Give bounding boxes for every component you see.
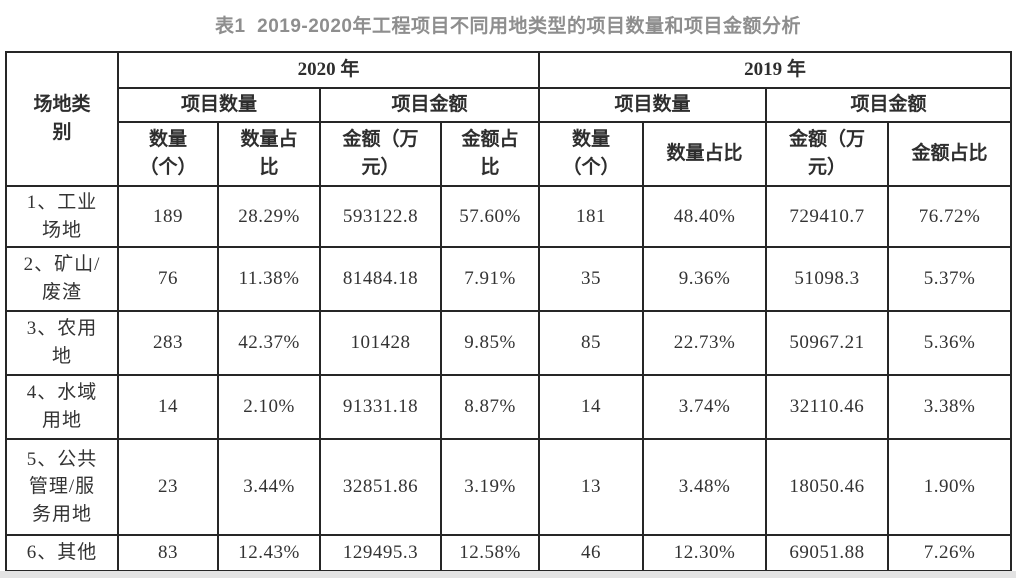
table-row: 3、农用 地 283 42.37% 101428 9.85% 85 22.73%… — [5, 310, 1013, 376]
cell-value: 12.30% — [642, 534, 768, 572]
cell-value: 2.10% — [217, 374, 321, 440]
cell-value: 3.19% — [439, 438, 541, 536]
cell-value: 14 — [538, 374, 645, 440]
cell-value: 85 — [538, 310, 645, 376]
header-2020-project-count-group: 项目数量 — [117, 87, 321, 123]
row-label-industrial: 1、工业 场地 — [5, 185, 119, 248]
row-label-agricultural: 3、农用 地 — [5, 310, 119, 376]
header-year-2019: 2019 年 — [538, 51, 1013, 89]
cell-value: 28.29% — [217, 185, 321, 248]
cell-value: 91331.18 — [319, 374, 442, 440]
cell-value: 3.74% — [642, 374, 768, 440]
header-2019-project-count-group: 项目数量 — [538, 87, 768, 123]
land-use-analysis-table: 场地类 别 2020 年 2019 年 项目数量 项目金额 项目数量 项目金额 … — [5, 51, 1013, 572]
cell-value: 283 — [117, 310, 219, 376]
cell-value: 3.48% — [642, 438, 768, 536]
cell-value: 76 — [117, 246, 219, 312]
cell-value: 14 — [117, 374, 219, 440]
header-2019-amount: 金额（万 元） — [765, 121, 890, 187]
cell-value: 57.60% — [439, 185, 541, 248]
row-label-water: 4、水域 用地 — [5, 374, 119, 440]
cell-value: 76.72% — [887, 185, 1013, 248]
cell-value: 3.44% — [217, 438, 321, 536]
header-2020-count: 数量 （个） — [117, 121, 219, 187]
cell-value: 5.37% — [887, 246, 1013, 312]
cell-value: 32110.46 — [765, 374, 890, 440]
header-year-2020: 2020 年 — [116, 51, 541, 89]
header-2020-amount: 金额（万 元） — [319, 121, 442, 187]
cell-value: 18050.46 — [765, 438, 890, 536]
table-row: 1、工业 场地 189 28.29% 593122.8 57.60% 181 4… — [5, 185, 1013, 248]
cell-value: 48.40% — [642, 185, 768, 248]
cell-value: 101428 — [319, 310, 442, 376]
cell-value: 50967.21 — [765, 310, 890, 376]
cell-value: 12.43% — [217, 534, 321, 572]
table-row: 2、矿山/ 废渣 76 11.38% 81484.18 7.91% 35 9.3… — [5, 246, 1013, 312]
table-row: 4、水域 用地 14 2.10% 91331.18 8.87% 14 3.74%… — [5, 374, 1013, 440]
cell-value: 189 — [117, 185, 219, 248]
cell-value: 13 — [538, 438, 645, 536]
header-2019-count-pct: 数量占比 — [642, 121, 768, 187]
cell-value: 3.38% — [887, 374, 1013, 440]
window-bottom-edge — [0, 571, 1016, 578]
cell-value: 42.37% — [217, 310, 321, 376]
cell-value: 51098.3 — [765, 246, 890, 312]
cell-value: 9.36% — [642, 246, 768, 312]
cell-value: 11.38% — [217, 246, 321, 312]
cell-value: 81484.18 — [319, 246, 442, 312]
header-2019-project-amount-group: 项目金额 — [765, 87, 1013, 123]
cell-value: 181 — [538, 185, 645, 248]
cell-value: 32851.86 — [319, 438, 442, 536]
header-2019-amount-pct: 金额占比 — [887, 121, 1013, 187]
header-2019-count: 数量 （个） — [538, 121, 645, 187]
cell-value: 83 — [117, 534, 219, 572]
header-2020-amount-pct: 金额占 比 — [439, 121, 541, 187]
cell-value: 5.36% — [887, 310, 1013, 376]
cell-value: 46 — [538, 534, 645, 572]
cell-value: 8.87% — [439, 374, 541, 440]
cell-value: 7.91% — [439, 246, 541, 312]
cell-value: 1.90% — [887, 438, 1013, 536]
cell-value: 729410.7 — [765, 185, 890, 248]
row-label-mine-waste: 2、矿山/ 废渣 — [5, 246, 119, 312]
cell-value: 12.58% — [439, 534, 541, 572]
table-row: 6、其他 83 12.43% 129495.3 12.58% 46 12.30%… — [5, 534, 1013, 572]
header-2020-count-pct: 数量占 比 — [217, 121, 321, 187]
table-row: 5、公共 管理/服 务用地 23 3.44% 32851.86 3.19% 13… — [5, 438, 1013, 536]
cell-value: 129495.3 — [319, 534, 442, 572]
cell-value: 35 — [538, 246, 645, 312]
row-label-other: 6、其他 — [5, 534, 119, 572]
cell-value: 9.85% — [439, 310, 541, 376]
cell-value: 22.73% — [642, 310, 768, 376]
row-label-public-service: 5、公共 管理/服 务用地 — [5, 438, 119, 536]
header-2020-project-amount-group: 项目金额 — [318, 87, 541, 123]
table-title: 表1 2019-2020年工程项目不同用地类型的项目数量和项目金额分析 — [215, 16, 801, 37]
cell-value: 593122.8 — [319, 185, 442, 248]
header-site-category: 场地类 别 — [5, 51, 119, 187]
cell-value: 7.26% — [887, 534, 1013, 572]
cell-value: 23 — [117, 438, 219, 536]
cell-value: 69051.88 — [765, 534, 890, 572]
